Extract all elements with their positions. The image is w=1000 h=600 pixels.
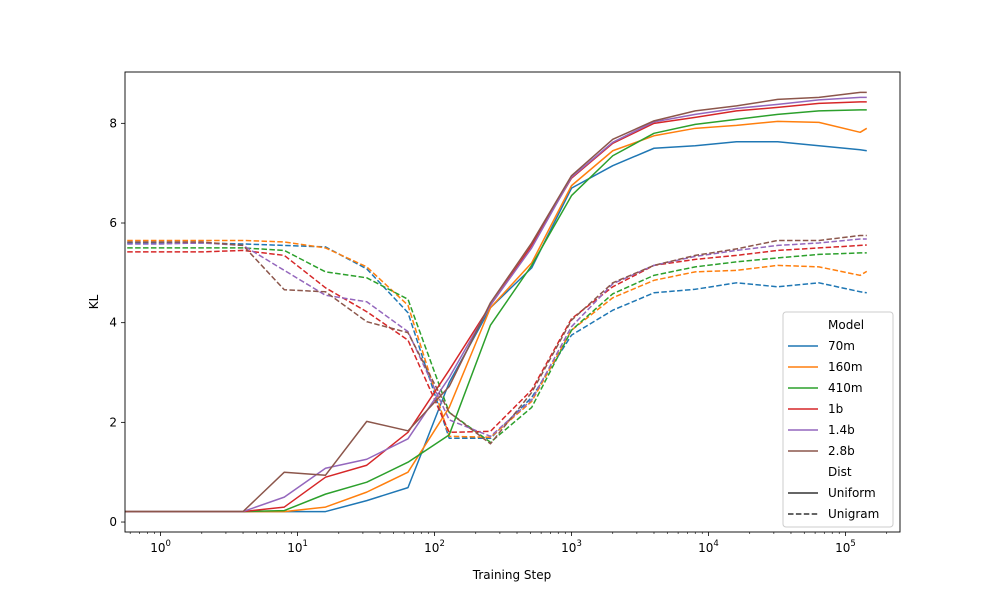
legend-box xyxy=(782,311,894,528)
legend-dist-label-1: Unigram xyxy=(828,507,879,521)
y-tick-label-2: 4 xyxy=(109,316,117,330)
series-layer xyxy=(125,91,868,513)
series-2-8b-uniform xyxy=(125,91,867,513)
y-tick-label-4: 8 xyxy=(109,116,117,130)
series-410m-unigram xyxy=(125,247,867,444)
legend-dist-label-0: Uniform xyxy=(828,486,876,500)
legend-title-model: Model xyxy=(828,318,864,332)
y-tick-label-1: 2 xyxy=(109,415,117,429)
legend: Model 70m 160m 410m 1b 1.4b 2.8b Dist Uniform Uni… xyxy=(782,311,894,528)
legend-label-0: 70m xyxy=(828,339,855,353)
y-tick-label-3: 6 xyxy=(109,216,117,230)
series-160m-unigram xyxy=(125,239,868,439)
plot-frame xyxy=(124,71,901,533)
series-2-8b-unigram xyxy=(125,234,867,445)
legend-label-5: 2.8b xyxy=(828,444,855,458)
legend-label-1: 160m xyxy=(828,360,863,374)
x-axis-label: Training Step xyxy=(472,568,552,582)
legend-label-2: 410m xyxy=(828,381,863,395)
series-1-4b-uniform xyxy=(125,96,867,513)
legend-label-3: 1b xyxy=(828,402,843,416)
series-1b-unigram xyxy=(125,244,867,434)
legend-title-dist: Dist xyxy=(828,465,852,479)
y-axis-label: KL xyxy=(87,294,101,309)
y-tick-label-0: 0 xyxy=(109,515,117,529)
legend-label-4: 1.4b xyxy=(828,423,855,437)
